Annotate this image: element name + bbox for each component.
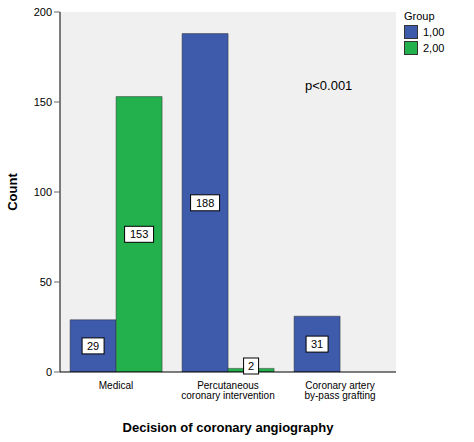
svg-text:29: 29 — [87, 340, 99, 352]
svg-text:Count: Count — [5, 173, 20, 211]
svg-text:Percutaneouscoronary intervent: Percutaneouscoronary intervention — [181, 380, 274, 401]
html-text:p<0.001: p<0.001 — [305, 78, 353, 93]
svg-text:50: 50 — [40, 276, 52, 288]
svg-text:153: 153 — [130, 228, 148, 240]
html-text:2,00: 2,00 — [423, 42, 445, 54]
svg-text:Medical: Medical — [99, 380, 133, 391]
svg-text:Decision of coronary angiograp: Decision of coronary angiography — [123, 420, 335, 435]
svg-text:188: 188 — [196, 197, 214, 209]
html-text:Group: Group — [404, 10, 435, 22]
html-text:1,00: 1,00 — [423, 26, 445, 38]
svg-text:100: 100 — [34, 186, 52, 198]
svg-text:31: 31 — [311, 338, 323, 350]
svg-text:Coronary arteryby-pass graftin: Coronary arteryby-pass grafting — [304, 380, 375, 401]
svg-text:2: 2 — [248, 360, 254, 372]
svg-text:200: 200 — [34, 6, 52, 18]
svg-text:150: 150 — [34, 96, 52, 108]
svg-text:0: 0 — [46, 366, 52, 378]
